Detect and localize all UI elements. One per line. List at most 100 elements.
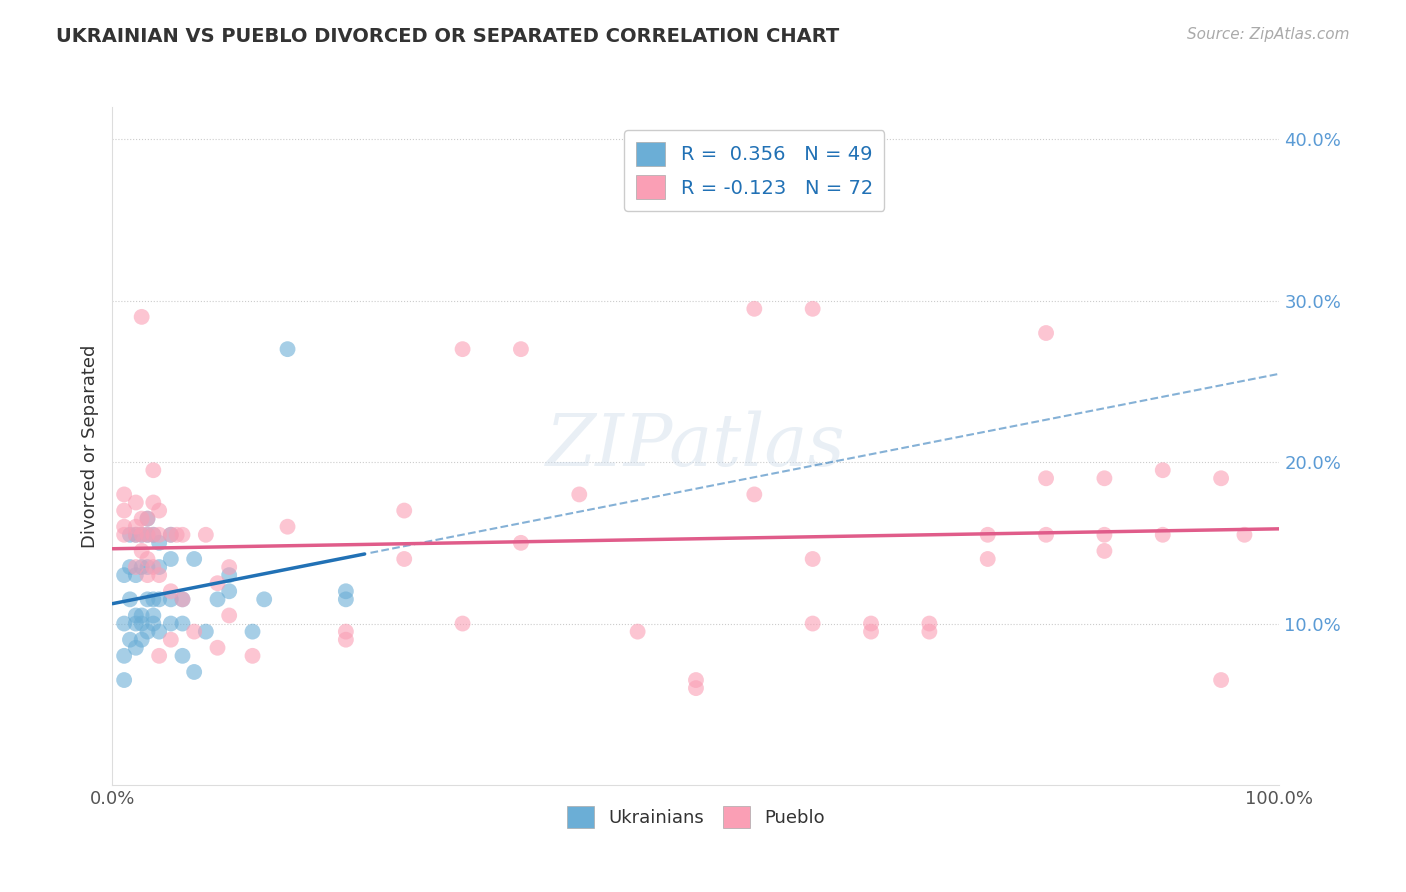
- Point: [136, 568, 159, 582]
- Point: [801, 552, 824, 566]
- Text: Source: ZipAtlas.com: Source: ZipAtlas.com: [1187, 27, 1350, 42]
- Point: [136, 592, 159, 607]
- Point: [242, 648, 264, 663]
- Point: [183, 552, 205, 566]
- Point: [136, 511, 159, 525]
- Point: [685, 681, 707, 695]
- Point: [218, 584, 240, 599]
- Point: [131, 632, 153, 647]
- Point: [451, 616, 474, 631]
- Point: [160, 584, 183, 599]
- Point: [218, 560, 240, 574]
- Point: [451, 342, 474, 356]
- Point: [136, 552, 159, 566]
- Point: [801, 301, 824, 316]
- Y-axis label: Divorced or Separated: Divorced or Separated: [80, 344, 98, 548]
- Point: [142, 616, 165, 631]
- Point: [160, 552, 183, 566]
- Point: [172, 528, 194, 542]
- Point: [148, 648, 170, 663]
- Point: [148, 528, 170, 542]
- Point: [125, 528, 148, 542]
- Point: [335, 584, 357, 599]
- Point: [172, 648, 194, 663]
- Point: [112, 568, 135, 582]
- Point: [112, 648, 135, 663]
- Point: [160, 528, 183, 542]
- Point: [218, 608, 240, 623]
- Point: [218, 568, 240, 582]
- Point: [976, 552, 998, 566]
- Point: [1152, 463, 1174, 477]
- Point: [142, 528, 165, 542]
- Point: [148, 624, 170, 639]
- Point: [125, 568, 148, 582]
- Point: [160, 632, 183, 647]
- Point: [276, 342, 298, 356]
- Point: [509, 536, 531, 550]
- Point: [131, 608, 153, 623]
- Point: [194, 624, 217, 639]
- Point: [1233, 528, 1256, 542]
- Point: [918, 616, 941, 631]
- Point: [112, 487, 135, 501]
- Point: [125, 640, 148, 655]
- Point: [207, 640, 229, 655]
- Point: [118, 592, 141, 607]
- Point: [142, 463, 165, 477]
- Point: [568, 487, 591, 501]
- Point: [112, 503, 135, 517]
- Point: [860, 624, 883, 639]
- Point: [918, 624, 941, 639]
- Point: [976, 528, 998, 542]
- Point: [125, 608, 148, 623]
- Point: [148, 560, 170, 574]
- Point: [335, 632, 357, 647]
- Point: [627, 624, 650, 639]
- Point: [160, 592, 183, 607]
- Point: [131, 616, 153, 631]
- Point: [160, 616, 183, 631]
- Point: [136, 528, 159, 542]
- Point: [242, 624, 264, 639]
- Point: [744, 301, 766, 316]
- Point: [148, 536, 170, 550]
- Point: [172, 592, 194, 607]
- Point: [1035, 471, 1057, 485]
- Point: [136, 511, 159, 525]
- Point: [253, 592, 276, 607]
- Point: [125, 560, 148, 574]
- Point: [118, 560, 141, 574]
- Point: [136, 624, 159, 639]
- Point: [160, 528, 183, 542]
- Point: [172, 592, 194, 607]
- Point: [142, 528, 165, 542]
- Point: [183, 665, 205, 679]
- Point: [142, 608, 165, 623]
- Point: [207, 592, 229, 607]
- Point: [172, 616, 194, 631]
- Point: [394, 552, 416, 566]
- Point: [744, 487, 766, 501]
- Point: [1094, 528, 1116, 542]
- Point: [118, 528, 141, 542]
- Point: [142, 495, 165, 509]
- Point: [335, 592, 357, 607]
- Point: [166, 528, 188, 542]
- Point: [136, 528, 159, 542]
- Point: [125, 616, 148, 631]
- Point: [394, 503, 416, 517]
- Point: [131, 560, 153, 574]
- Point: [118, 632, 141, 647]
- Point: [136, 560, 159, 574]
- Point: [1094, 544, 1116, 558]
- Point: [112, 616, 135, 631]
- Point: [148, 592, 170, 607]
- Text: ZIPatlas: ZIPatlas: [546, 410, 846, 482]
- Point: [335, 624, 357, 639]
- Point: [801, 616, 824, 631]
- Point: [194, 528, 217, 542]
- Point: [1094, 471, 1116, 485]
- Point: [860, 616, 883, 631]
- Point: [112, 528, 135, 542]
